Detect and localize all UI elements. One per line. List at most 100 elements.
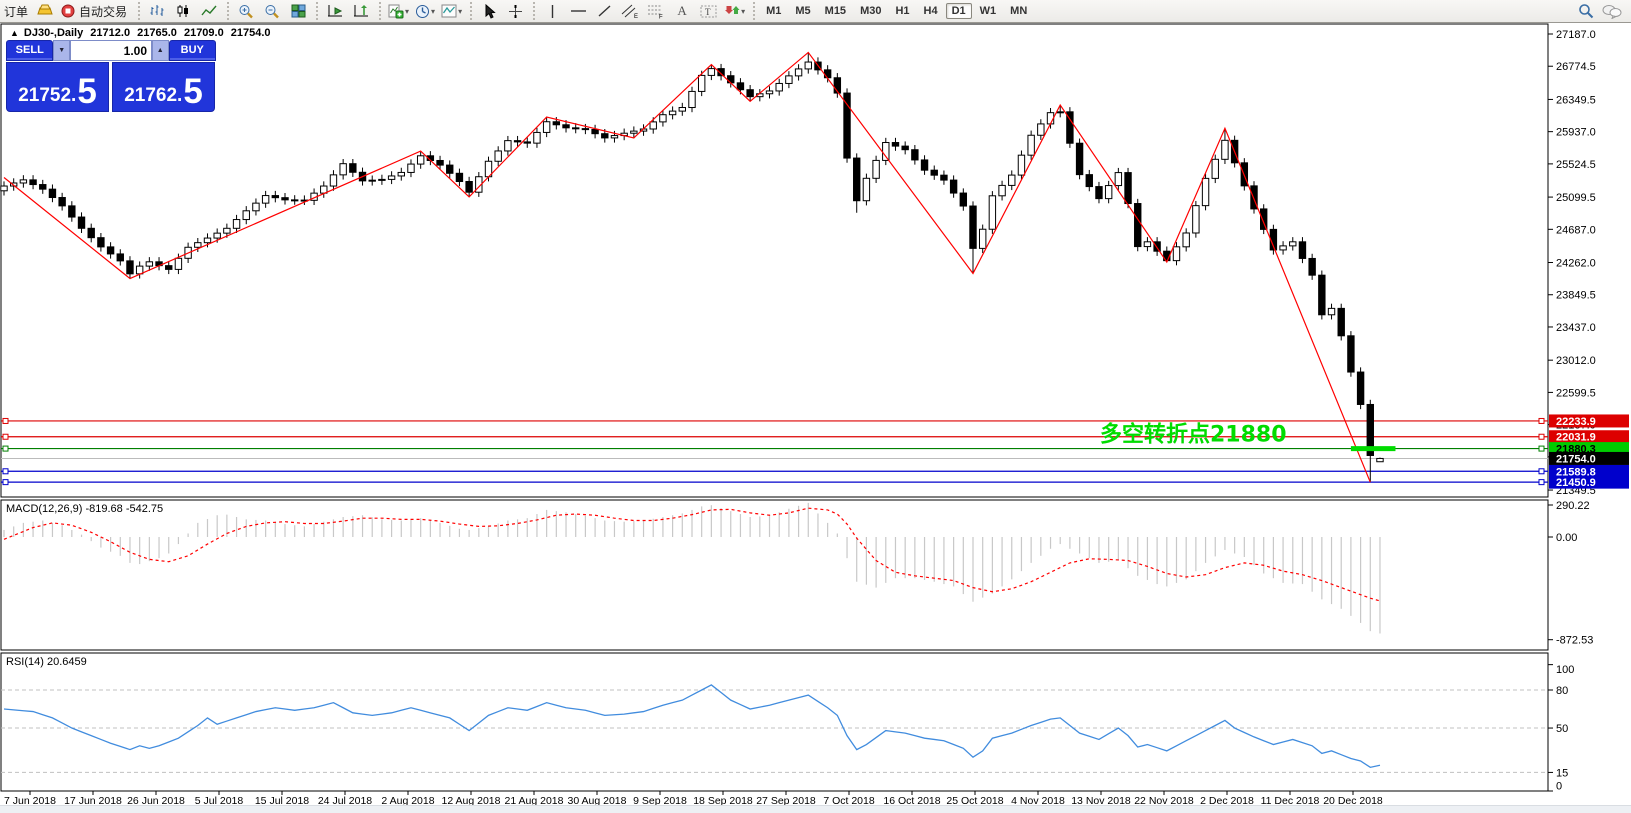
svg-text:27 Sep 2018: 27 Sep 2018 — [756, 795, 816, 807]
line-handle — [1538, 417, 1545, 424]
chevron-down-icon: ▾ — [458, 6, 463, 16]
price-tag — [1549, 430, 1629, 444]
one-click-trading-panel: SELL ▼ ▲ BUY 21752.5 21762.5 — [6, 40, 216, 112]
svg-text:21754.0: 21754.0 — [1556, 453, 1596, 465]
svg-text:23012.0: 23012.0 — [1556, 355, 1596, 367]
line-handle — [1538, 445, 1545, 452]
svg-text:23849.5: 23849.5 — [1556, 290, 1596, 302]
timeframe-m1[interactable]: M1 — [766, 5, 782, 17]
timeframe-h1[interactable]: H1 — [895, 5, 910, 17]
timeframe-d1[interactable]: D1 — [945, 3, 972, 19]
chart-title: ▲ DJ30-,Daily 21712.0 21765.0 21709.0 217… — [10, 27, 275, 39]
svg-text:2 Dec 2018: 2 Dec 2018 — [1200, 795, 1254, 807]
svg-text:30 Aug 2018: 30 Aug 2018 — [568, 795, 627, 807]
svg-text:290.22: 290.22 — [1556, 500, 1590, 512]
crosshair-icon[interactable] — [503, 1, 527, 21]
zoom-out-icon[interactable] — [260, 1, 284, 21]
text-icon[interactable]: A — [677, 3, 687, 18]
lot-increase-button[interactable]: ▲ — [152, 40, 169, 61]
fibonacci-icon[interactable]: F — [644, 1, 668, 21]
svg-text:18 Sep 2018: 18 Sep 2018 — [693, 795, 753, 807]
lot-size-input[interactable] — [70, 40, 152, 61]
arrows-tool-button[interactable]: ▾ — [722, 1, 747, 21]
new-order-button[interactable]: 订单 — [4, 4, 29, 19]
turning-point-annotation: 多空转折点21880 — [1100, 421, 1287, 447]
tile-windows-icon[interactable] — [286, 1, 310, 21]
periods-button[interactable]: ▾ — [413, 1, 437, 21]
svg-text:16 Oct 2018: 16 Oct 2018 — [883, 795, 940, 807]
line-handle — [1538, 468, 1545, 475]
timeframe-m15[interactable]: M15 — [824, 5, 847, 17]
timeframe-h4[interactable]: H4 — [923, 5, 938, 17]
sell-button[interactable]: SELL — [6, 40, 54, 61]
rsi-panel: RSI(14) 20.6459 100 80 50 150 — [1, 656, 1574, 792]
cursor-icon[interactable] — [477, 1, 501, 21]
toolbar-separator — [468, 2, 474, 20]
svg-text:21450.9: 21450.9 — [1556, 477, 1596, 489]
horizontal-line-icon[interactable] — [566, 1, 590, 21]
timeframe-w1[interactable]: W1 — [979, 5, 997, 17]
svg-text:24687.0: 24687.0 — [1556, 224, 1596, 236]
svg-text:22 Nov 2018: 22 Nov 2018 — [1134, 795, 1194, 807]
auto-scroll-icon[interactable] — [323, 1, 347, 21]
line-handle — [1538, 479, 1545, 486]
high-value: 21765.0 — [137, 27, 177, 39]
svg-text:80: 80 — [1556, 685, 1568, 697]
equidistant-channel-icon[interactable]: E — [618, 1, 642, 21]
chart-shift-icon[interactable] — [349, 1, 373, 21]
lot-decrease-button[interactable]: ▼ — [53, 40, 70, 61]
line-handle — [2, 468, 9, 475]
timeframe-m30[interactable]: M30 — [860, 5, 882, 17]
line-chart-icon[interactable] — [197, 1, 221, 21]
line-handle — [2, 417, 9, 424]
trendline-icon[interactable] — [592, 1, 616, 21]
chat-icon[interactable] — [1600, 1, 1624, 21]
macd-label: MACD(12,26,9) -819.68 -542.75 — [6, 503, 163, 515]
buy-price-frac: 5 — [183, 72, 203, 111]
toolbar-separator — [314, 2, 320, 20]
svg-text:22599.5: 22599.5 — [1556, 387, 1596, 399]
buy-price-button[interactable]: 21762. 5 — [112, 62, 215, 112]
close-value: 21754.0 — [230, 27, 271, 39]
new-order-gold-icon[interactable] — [33, 1, 57, 21]
zoom-in-icon[interactable] — [234, 1, 258, 21]
buy-button[interactable]: BUY — [168, 40, 216, 61]
chart-canvas[interactable]: 27187.0 26774.5 26349.5 25937.0 25524.5 25099… — [0, 23, 1631, 813]
vertical-line-icon[interactable] — [540, 1, 564, 21]
chevron-down-icon: ▾ — [741, 6, 746, 16]
macd-panel: MACD(12,26,9) -819.68 -542.75 290.22 0.00 -… — [3, 500, 1593, 647]
candlestick-chart-icon[interactable] — [171, 1, 195, 21]
svg-text:25937.0: 25937.0 — [1556, 127, 1596, 139]
chevron-down-icon: ▾ — [405, 6, 410, 16]
collapse-trade-panel-icon[interactable]: ▲ — [10, 28, 19, 38]
low-value: 21709.0 — [183, 27, 224, 39]
timeframe-mn[interactable]: MN — [1010, 5, 1028, 17]
search-icon[interactable] — [1574, 1, 1598, 21]
date-axis: 7 Jun 2018 17 Jun 2018 26 Jun 2018 5 Jul 20… — [4, 791, 1383, 807]
text-label-icon[interactable]: T — [696, 1, 720, 21]
rsi-line — [3, 684, 1381, 769]
line-handle — [2, 433, 9, 440]
svg-text:15: 15 — [1556, 767, 1568, 779]
svg-text:7 Oct 2018: 7 Oct 2018 — [823, 795, 875, 807]
line-handle — [2, 445, 9, 452]
svg-text:22233.9: 22233.9 — [1556, 416, 1596, 428]
indicators-button[interactable]: ▾ — [386, 1, 411, 21]
sell-price-button[interactable]: 21752. 5 — [6, 62, 109, 112]
sell-price-frac: 5 — [77, 72, 97, 111]
svg-text:15 Jul 2018: 15 Jul 2018 — [255, 795, 309, 807]
toolbar-separator — [225, 2, 231, 20]
svg-text:4 Nov 2018: 4 Nov 2018 — [1011, 795, 1065, 807]
panel-frame — [0, 499, 1549, 651]
templates-button[interactable]: ▾ — [439, 1, 464, 21]
autotrading-button[interactable]: 自动交易 — [59, 1, 132, 21]
svg-text:25 Oct 2018: 25 Oct 2018 — [946, 795, 1003, 807]
toolbar-separator — [531, 2, 537, 20]
timeframe-m5[interactable]: M5 — [795, 5, 811, 17]
svg-text:9 Sep 2018: 9 Sep 2018 — [633, 795, 687, 807]
bar-chart-icon[interactable] — [145, 1, 169, 21]
svg-text:24262.0: 24262.0 — [1556, 258, 1596, 270]
symbol-period-label: DJ30-,Daily — [23, 27, 84, 39]
svg-text:26774.5: 26774.5 — [1556, 61, 1596, 73]
